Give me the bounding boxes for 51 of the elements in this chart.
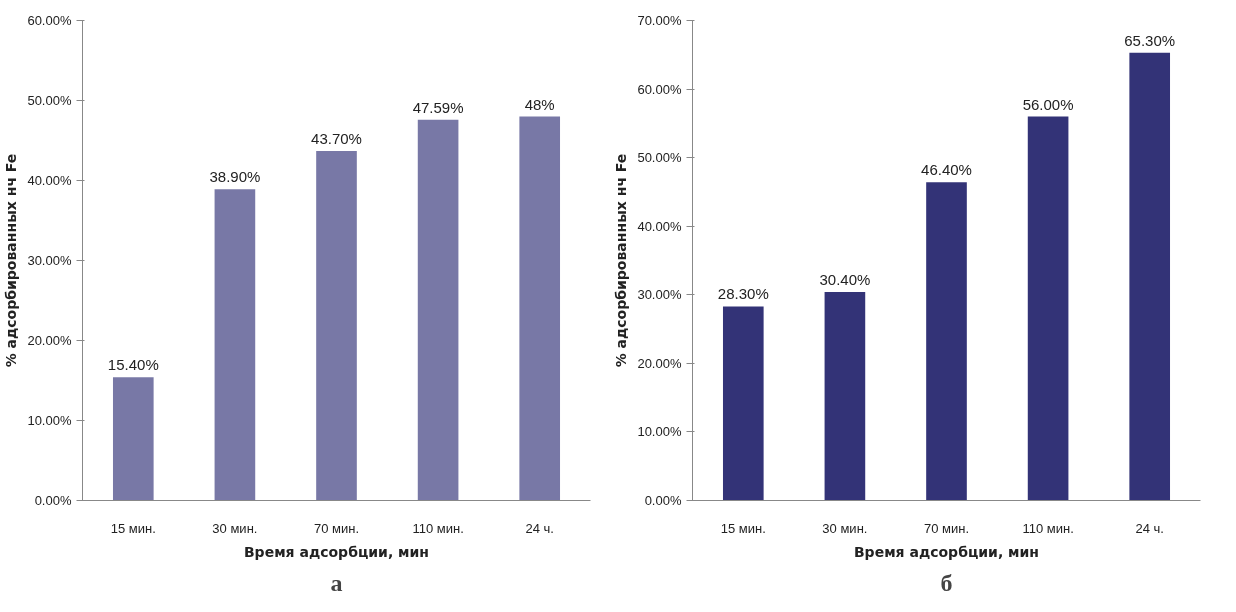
y-tick-label: 30.00% (27, 253, 72, 268)
data-label: 65.30% (1124, 31, 1176, 49)
y-tick-label: 40.00% (637, 218, 682, 234)
x-tick-label: 70 мин. (313, 520, 360, 536)
y-tick-label: 0.00% (34, 493, 72, 508)
bar (214, 189, 256, 501)
y-tick-label: 20.00% (27, 333, 72, 348)
x-tick-label: 15 мин. (110, 520, 156, 536)
x-tick-label: 15 мин. (720, 520, 766, 536)
bar (1129, 52, 1171, 501)
y-tick-label: 0.00% (644, 493, 682, 508)
y-tick-label: 70.00% (637, 13, 682, 28)
bar (722, 306, 764, 501)
y-tick-label: 60.00% (27, 13, 72, 28)
data-label: 56.00% (1022, 95, 1074, 113)
data-label: 47.59% (412, 98, 464, 116)
bar (824, 292, 866, 501)
bar (519, 116, 561, 501)
y-tick-label: 60.00% (637, 81, 682, 97)
bar (926, 182, 967, 501)
bar (1027, 116, 1069, 501)
y-tick-label: 10.00% (27, 413, 72, 428)
y-tick-label: 50.00% (637, 150, 682, 166)
text: а (330, 569, 343, 596)
bar (417, 119, 459, 501)
data-label: 30.40% (819, 271, 871, 289)
data-label: 38.90% (209, 168, 261, 186)
x-tick-label: 30 мин. (822, 520, 868, 536)
x-tick-label: 70 мин. (923, 520, 970, 536)
data-label: 43.70% (311, 129, 362, 147)
text: б (940, 569, 953, 596)
x-tick-label: 30 мин. (212, 520, 258, 536)
bar (316, 150, 357, 501)
y-tick-label: 30.00% (637, 287, 682, 303)
y-axis-title: % адсорбированных нч Fe (613, 153, 630, 368)
x-tick-label: 110 мин. (412, 520, 464, 536)
y-tick-label: 40.00% (27, 173, 72, 188)
x-tick-label: 24 ч. (525, 520, 554, 536)
x-tick-label: 24 ч. (1135, 520, 1164, 536)
x-axis-title: Время адсорбции, мин (243, 543, 430, 560)
y-tick-label: 50.00% (27, 93, 72, 108)
data-label: 28.30% (717, 285, 769, 303)
x-axis-title: Время адсорбции, мин (853, 543, 1040, 560)
y-tick-label: 20.00% (637, 355, 682, 371)
data-label: 15.40% (107, 356, 159, 374)
y-axis-title: % адсорбированных нч Fe (3, 153, 20, 368)
x-tick-label: 110 мин. (1022, 520, 1074, 536)
bar (112, 377, 154, 501)
y-tick-label: 10.00% (637, 424, 682, 440)
data-label: 48% (524, 95, 555, 113)
data-label: 46.40% (921, 161, 972, 179)
